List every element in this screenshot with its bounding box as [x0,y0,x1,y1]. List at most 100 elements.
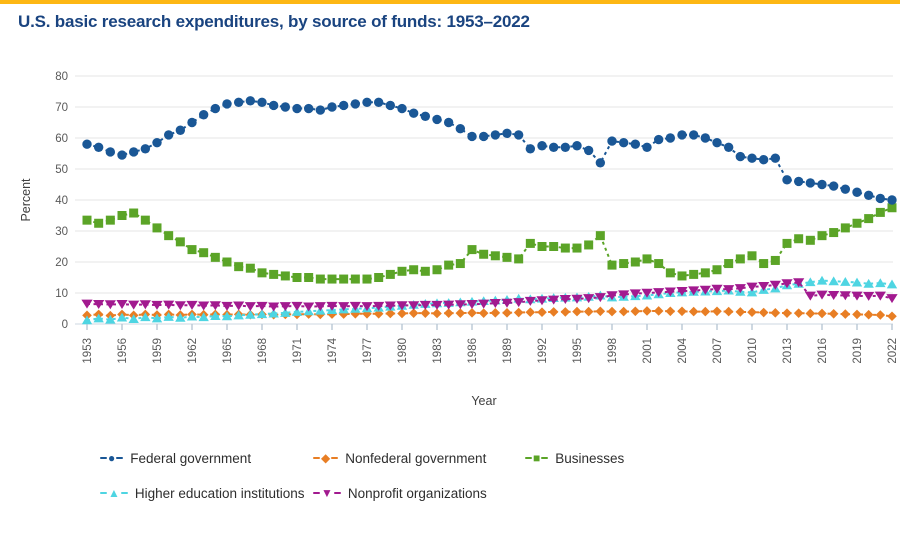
data-point[interactable] [607,260,617,270]
data-point[interactable] [93,299,105,309]
data-point[interactable] [828,290,840,300]
data-point[interactable] [199,248,209,258]
data-point[interactable] [501,298,513,308]
data-point[interactable] [490,251,500,261]
data-point[interactable] [396,301,408,311]
data-point[interactable] [887,311,897,322]
data-point[interactable] [851,291,863,301]
data-point[interactable] [163,130,174,140]
data-point[interactable] [606,291,618,301]
data-point[interactable] [828,181,839,191]
data-point[interactable] [758,281,770,291]
data-point[interactable] [280,271,290,281]
data-point[interactable] [338,302,350,312]
data-point[interactable] [349,301,361,311]
data-point[interactable] [840,309,851,319]
data-point[interactable] [559,295,571,304]
data-point[interactable] [712,137,722,148]
data-point[interactable] [548,142,559,152]
data-point[interactable] [397,266,407,276]
data-point[interactable] [571,294,583,304]
data-point[interactable] [794,234,804,244]
data-point[interactable] [642,306,652,316]
data-point[interactable] [712,265,722,275]
data-point[interactable] [852,187,862,197]
data-point[interactable] [280,102,291,112]
data-point[interactable] [804,291,816,301]
data-point[interactable] [478,308,489,318]
data-point[interactable] [747,307,757,318]
data-point[interactable] [513,130,524,140]
data-point[interactable] [583,294,595,304]
data-point[interactable] [700,133,711,143]
data-point[interactable] [292,273,302,282]
data-point[interactable] [209,301,221,311]
data-point[interactable] [572,306,582,317]
data-point[interactable] [770,308,781,318]
data-point[interactable] [852,218,862,228]
data-point[interactable] [758,307,769,318]
data-point[interactable] [140,312,151,322]
data-point[interactable] [128,300,140,310]
data-point[interactable] [151,300,163,310]
data-point[interactable] [724,259,734,269]
data-point[interactable] [805,178,816,188]
data-point[interactable] [268,302,280,312]
data-point[interactable] [875,310,886,320]
data-point[interactable] [851,277,863,287]
data-point[interactable] [268,308,279,318]
data-point[interactable] [618,137,629,148]
data-point[interactable] [805,277,816,287]
legend-item-higher-education-institutions[interactable]: ▲ Higher education institutions [100,482,305,504]
data-point[interactable] [875,207,885,217]
data-point[interactable] [233,97,244,108]
data-point[interactable] [128,147,139,157]
data-point[interactable] [454,300,466,310]
legend-item-federal-government[interactable]: ● Federal government [100,447,251,469]
data-point[interactable] [374,273,384,282]
data-point[interactable] [82,310,92,321]
data-point[interactable] [420,111,431,122]
data-point[interactable] [408,308,419,318]
data-point[interactable] [641,288,653,298]
data-point[interactable] [793,176,804,187]
data-point[interactable] [256,301,268,311]
data-point[interactable] [187,245,197,255]
data-point[interactable] [175,237,185,247]
data-point[interactable] [233,301,245,311]
data-point[interactable] [560,307,571,317]
data-point[interactable] [711,284,723,294]
data-point[interactable] [444,260,454,270]
data-point[interactable] [618,306,629,317]
data-point[interactable] [665,133,676,143]
data-point[interactable] [653,306,664,316]
data-point[interactable] [327,274,337,284]
data-point[interactable] [863,190,874,201]
data-point[interactable] [734,284,746,294]
data-point[interactable] [408,301,420,311]
data-point[interactable] [595,158,606,168]
data-point[interactable] [688,130,699,140]
data-point[interactable] [747,153,757,163]
data-point[interactable] [291,307,303,316]
data-point[interactable] [549,242,559,251]
data-point[interactable] [852,309,862,320]
data-point[interactable] [455,124,466,134]
data-point[interactable] [642,254,652,264]
data-point[interactable] [572,243,582,253]
data-point[interactable] [269,269,279,279]
data-point[interactable] [665,268,675,278]
data-point[interactable] [432,308,442,319]
data-point[interactable] [793,278,805,288]
data-point[interactable] [164,231,174,241]
data-point[interactable] [245,309,256,319]
data-point[interactable] [782,175,792,185]
data-point[interactable] [712,306,722,317]
data-point[interactable] [886,279,898,289]
data-point[interactable] [769,280,781,290]
data-point[interactable] [362,274,372,284]
data-point[interactable] [384,301,396,311]
data-point[interactable] [887,195,897,205]
data-point[interactable] [572,141,582,151]
data-point[interactable] [420,308,431,318]
